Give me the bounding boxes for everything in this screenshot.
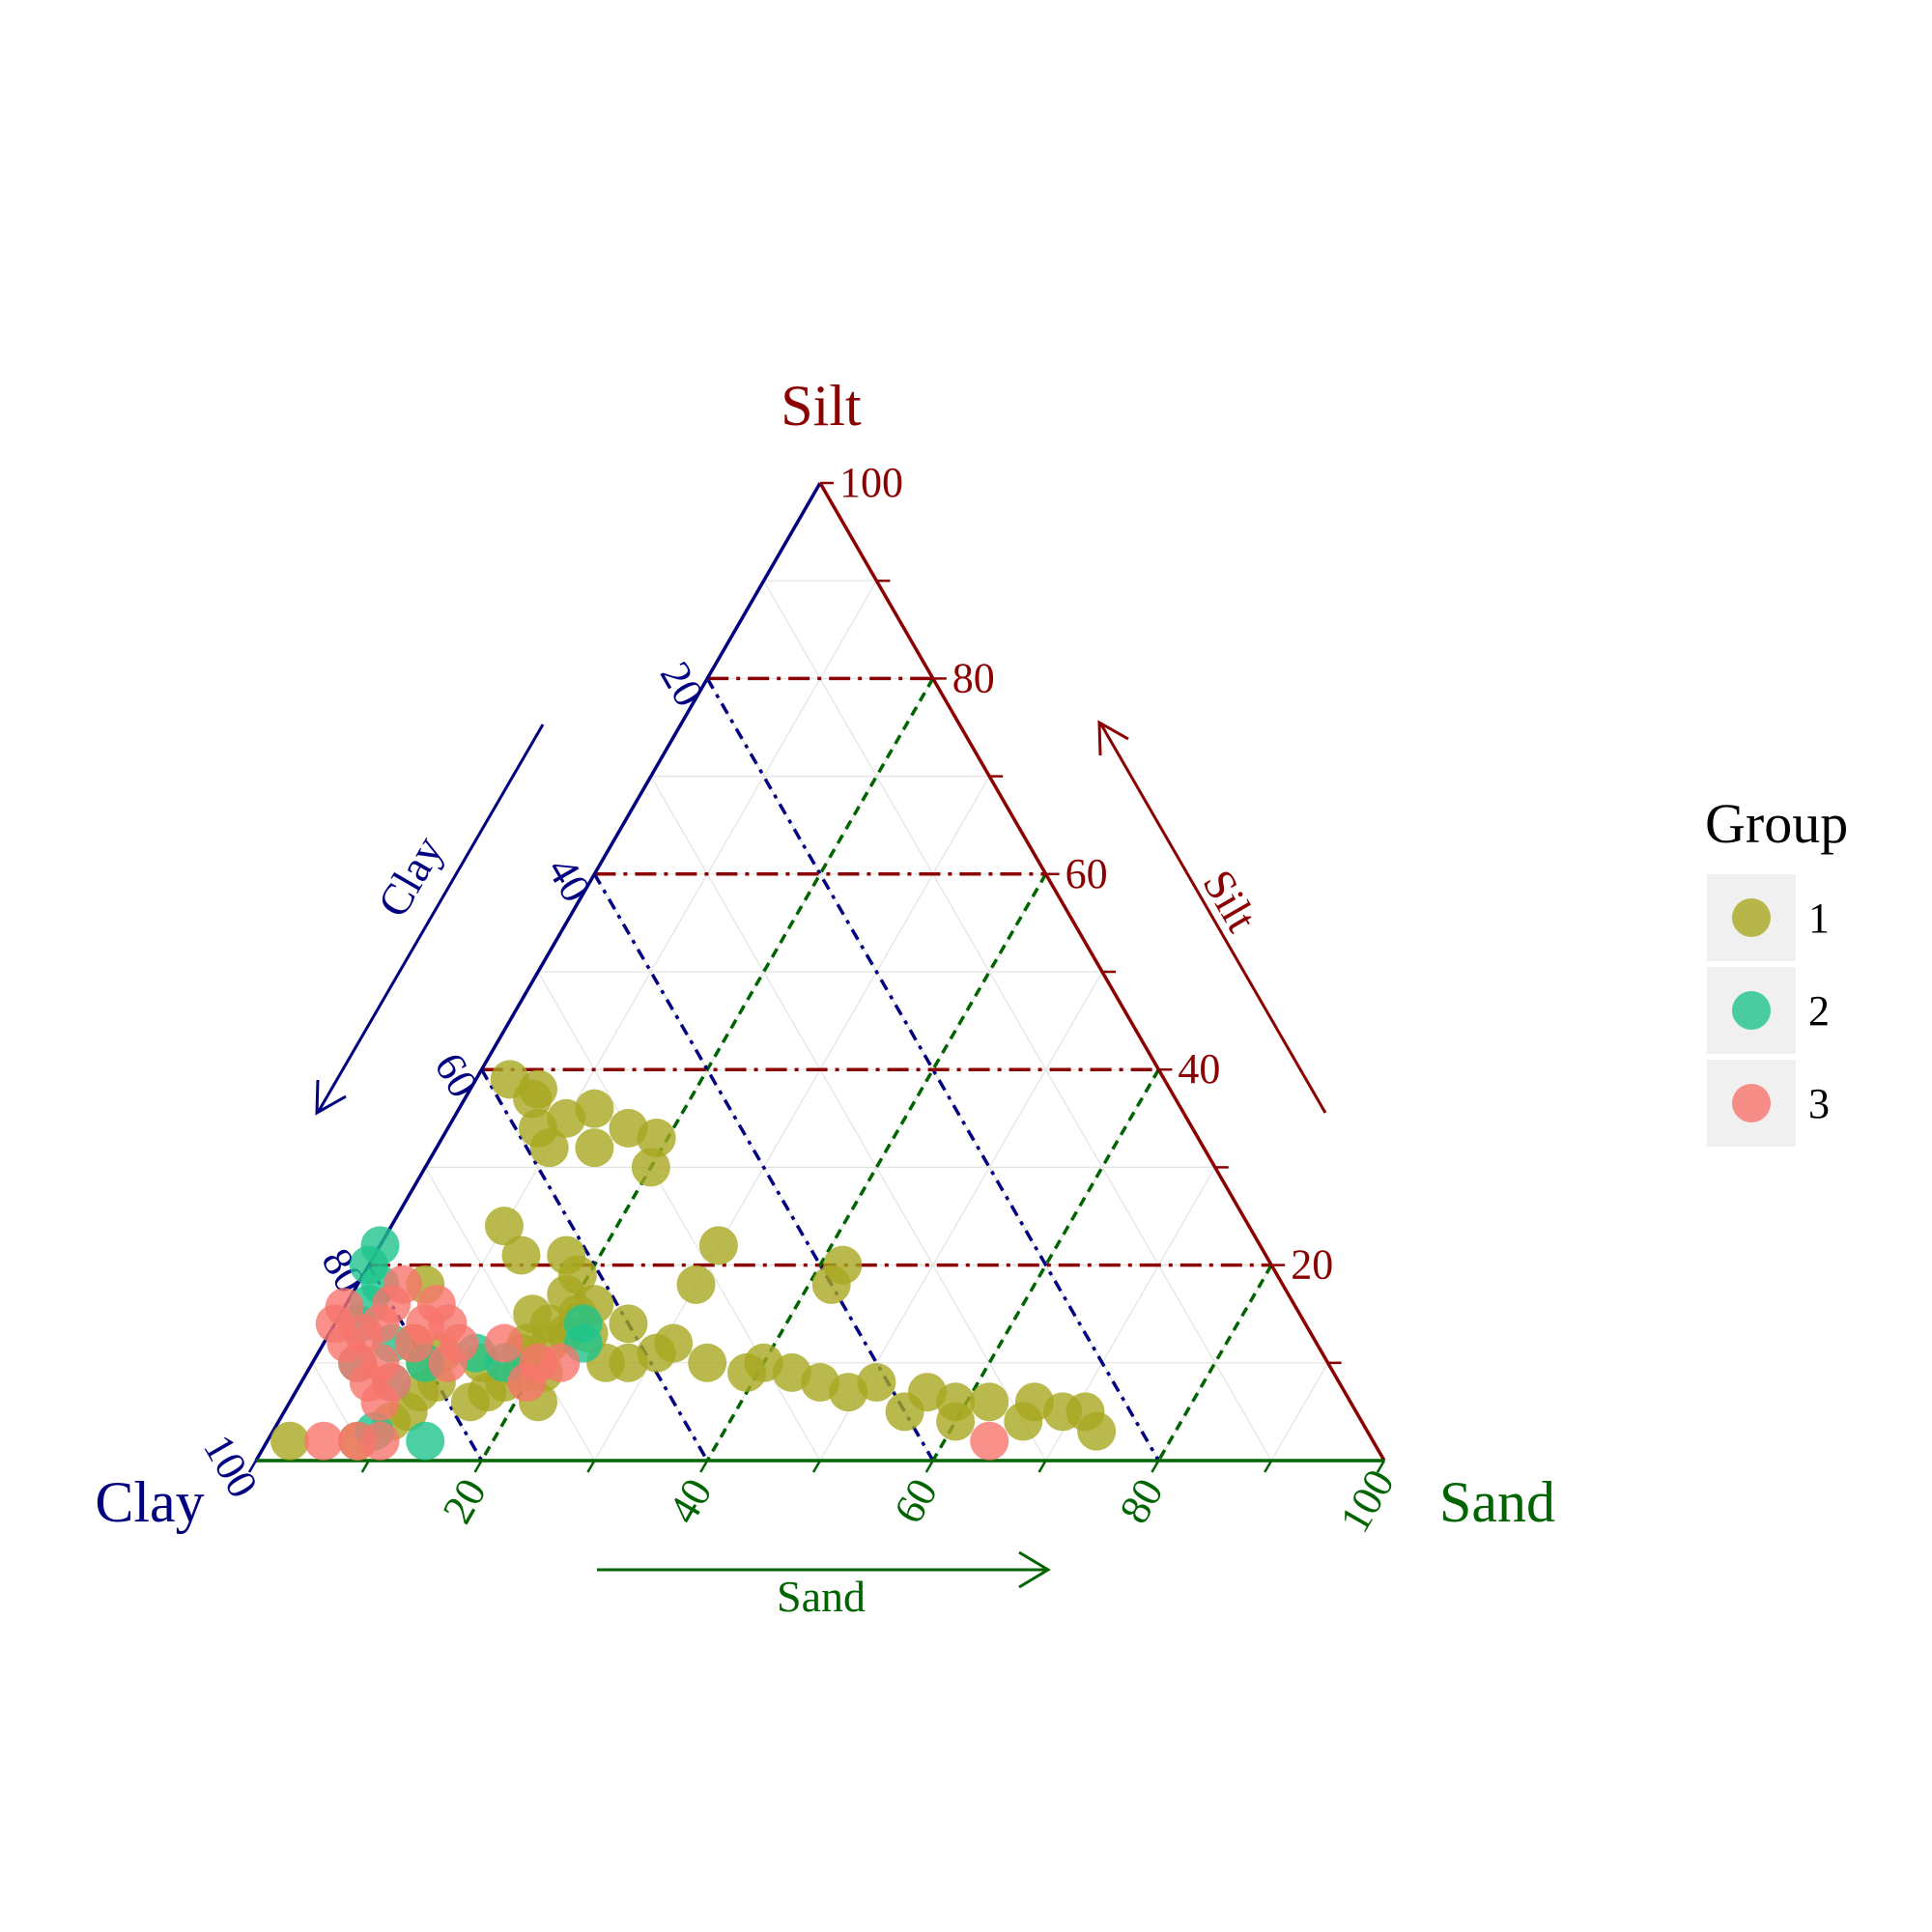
point-group-1-45: [547, 1236, 586, 1275]
clay-axis-title: Clay: [95, 1470, 204, 1534]
point-group-1-56: [631, 1148, 670, 1187]
point-group-1-0: [270, 1421, 310, 1461]
point-group-1-20: [609, 1304, 648, 1344]
silt-tick-label-40: 40: [1178, 1045, 1220, 1093]
clay-tick-label-20: 20: [651, 654, 713, 715]
clay-tick-50: [529, 971, 540, 984]
point-group-3-11: [372, 1363, 412, 1403]
clay-tick-70: [417, 1166, 427, 1180]
point-group-3-22: [484, 1323, 524, 1363]
point-group-3-24: [970, 1421, 1009, 1461]
point-group-3-25: [406, 1304, 445, 1344]
sand-direction-arrow: Sand: [597, 1550, 1051, 1621]
sand-tick-10: [360, 1460, 370, 1473]
clay-tick-90: [304, 1362, 314, 1376]
clay-tick-label-40: 40: [538, 849, 600, 910]
point-group-1-57: [637, 1119, 676, 1158]
point-group-2-13: [563, 1304, 603, 1344]
clay-tick-40: [586, 873, 596, 887]
clay-tick-label-60: 60: [425, 1045, 487, 1106]
silt-tick-label-100: 100: [839, 459, 903, 506]
point-group-1-33: [1077, 1411, 1117, 1451]
sand-tick-label-80: 80: [1110, 1470, 1172, 1531]
sand-tick-60: [924, 1460, 934, 1473]
clay-tick-100: [247, 1460, 258, 1473]
legend-marker-3: [1732, 1084, 1771, 1122]
silt-arrow-label: Silt: [1193, 862, 1266, 940]
sand-tick-label-60: 60: [885, 1470, 947, 1531]
point-group-1-37: [936, 1382, 976, 1422]
clay-tick-20: [699, 677, 709, 692]
point-group-3-23: [541, 1343, 581, 1382]
legend-entries: 1 2 3: [1707, 874, 1830, 1147]
clay-direction-arrow: Clay: [315, 724, 545, 1116]
sand-tick-40: [699, 1460, 709, 1473]
point-group-3-21: [507, 1363, 547, 1403]
sand-tick-label-100: 100: [1330, 1462, 1403, 1541]
sand-tick-20: [473, 1460, 483, 1473]
silt-tick-label-80: 80: [952, 654, 995, 701]
point-group-3-0: [304, 1421, 344, 1461]
grid-line-clay-50: [537, 971, 821, 1462]
sand-axis-title: Sand: [1439, 1470, 1555, 1534]
point-group-1-27: [857, 1363, 896, 1403]
silt-axis-title: Silt: [781, 374, 862, 438]
point-group-1-39: [676, 1264, 716, 1304]
grid-line-clay-70: [424, 1167, 595, 1462]
point-group-1-67: [529, 1304, 569, 1344]
sand-tick-80: [1151, 1460, 1160, 1473]
point-group-1-59: [698, 1226, 738, 1265]
point-group-3-19: [383, 1264, 422, 1304]
sand-tick-label-20: 20: [434, 1470, 496, 1531]
point-group-1-58: [484, 1207, 524, 1246]
sand-tick-50: [811, 1460, 822, 1473]
point-group-1-55: [575, 1089, 614, 1128]
legend-title: Group: [1705, 792, 1848, 855]
point-group-1-46: [501, 1236, 541, 1275]
grid-line-clay-30: [650, 776, 1047, 1462]
sand-tick-label-40: 40: [659, 1470, 721, 1531]
point-group-1-22: [688, 1343, 727, 1382]
legend-marker-1: [1732, 898, 1771, 937]
legend-label-3: 3: [1808, 1080, 1830, 1127]
clay-arrow-label: Clay: [368, 828, 453, 925]
point-group-1-53: [575, 1128, 614, 1168]
legend-marker-2: [1732, 991, 1771, 1030]
point-group-3-13: [360, 1304, 400, 1344]
sand-tick-100: [1376, 1460, 1386, 1473]
point-group-1-61: [823, 1245, 863, 1285]
sand-arrow-label: Sand: [777, 1572, 866, 1621]
clay-tick-30: [642, 775, 652, 789]
legend: Group 1 2 3: [1705, 792, 1848, 1147]
clay-tick-10: [755, 580, 765, 593]
point-group-3-2: [360, 1421, 400, 1461]
sand-ref-line-60: [931, 1068, 1160, 1462]
clay-tick-label-100: 100: [194, 1427, 267, 1506]
clay-ref-line-40: [592, 872, 935, 1462]
silt-tick-label-60: 60: [1065, 850, 1108, 897]
data-points: [270, 1060, 1117, 1461]
point-group-2-1: [406, 1421, 445, 1461]
point-group-1-51: [519, 1069, 557, 1109]
point-group-1-34: [1004, 1402, 1043, 1441]
point-group-1-35: [885, 1392, 924, 1432]
sand-ref-line-20: [480, 677, 935, 1462]
clay-tick-60: [473, 1068, 483, 1082]
point-group-2-8: [360, 1226, 400, 1265]
sand-tick-90: [1264, 1460, 1273, 1473]
grid-line-sand-90: [1270, 1362, 1329, 1462]
point-group-1-38: [744, 1343, 783, 1382]
silt-tick-label-20: 20: [1291, 1241, 1333, 1289]
sand-tick-70: [1037, 1460, 1047, 1473]
sand-ref-line-80: [1156, 1264, 1273, 1462]
grid-line-clay-10: [763, 580, 1272, 1462]
legend-label-1: 1: [1808, 895, 1830, 942]
point-group-1-29: [970, 1382, 1009, 1422]
clay-ref-line-20: [705, 677, 1160, 1462]
point-group-1-62: [609, 1343, 648, 1382]
legend-label-2: 2: [1808, 987, 1830, 1035]
sand-tick-30: [586, 1460, 596, 1473]
